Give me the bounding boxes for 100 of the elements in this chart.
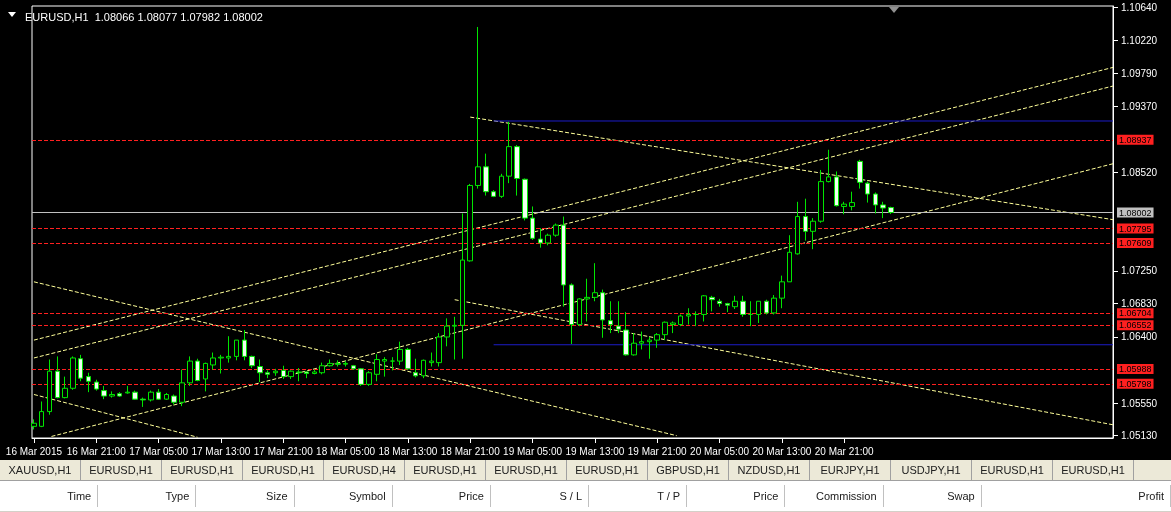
candlestick [132, 390, 138, 401]
candlestick [810, 217, 816, 250]
text: EURUSD,H1 [81, 460, 162, 480]
y-tick-label: 1.06400 [1121, 331, 1158, 343]
candlestick [171, 393, 177, 406]
candlestick [140, 397, 146, 408]
candlestick [553, 223, 559, 238]
candlestick [491, 189, 496, 198]
text: EURUSD,H1 [486, 460, 567, 480]
y-tick-label: 1.05550 [1121, 397, 1158, 409]
candlestick [880, 201, 886, 219]
candlestick [740, 295, 746, 318]
candlestick [47, 359, 52, 416]
candlestick [374, 353, 380, 382]
candlestick [569, 282, 574, 345]
candlestick [296, 367, 302, 382]
y-tick-label: 1.09370 [1121, 100, 1158, 112]
candlestick [725, 302, 730, 313]
candlestick [623, 311, 629, 357]
candlestick [421, 359, 426, 379]
text: Size [196, 485, 295, 507]
text: EURUSD,H1 [405, 460, 486, 480]
candlestick [849, 191, 855, 211]
x-tick-label: 19 Mar 13:00 [565, 445, 625, 457]
candlestick [686, 307, 691, 326]
ref-line-label: 1.08937 [1119, 134, 1152, 145]
text: EURJPY,H1 [810, 460, 891, 480]
candlestick [584, 278, 590, 322]
candlestick [327, 359, 333, 368]
candlestick [390, 356, 395, 371]
candlestick [429, 352, 434, 368]
candlestick [732, 295, 738, 310]
text: Time [0, 485, 99, 507]
candlestick [693, 310, 699, 327]
candlestick [397, 341, 403, 366]
candlestick [55, 355, 60, 399]
x-tick-label: 17 Mar 05:00 [129, 445, 189, 457]
x-tick-label: 19 Mar 05:00 [503, 445, 563, 457]
candlestick [888, 206, 894, 215]
candlestick [545, 233, 551, 246]
candlestick [444, 317, 450, 347]
candlestick [639, 331, 644, 350]
candlestick [616, 300, 621, 334]
text: T / P [589, 485, 688, 507]
x-tick-label: 17 Mar 21:00 [253, 445, 314, 457]
candlestick [210, 352, 216, 371]
ref-line-label: 1.05798 [1119, 378, 1152, 389]
text: EURUSD,H1 [567, 460, 648, 480]
candlestick [600, 289, 605, 339]
text: Profit [981, 485, 1171, 507]
candlestick [748, 300, 753, 327]
y-tick-label: 1.10640 [1121, 2, 1158, 14]
text: EURUSD,H1 [162, 460, 243, 480]
ref-line-label: 1.06552 [1119, 320, 1152, 331]
candlestick [94, 379, 99, 392]
candlestick [787, 234, 792, 283]
candlestick [273, 368, 278, 377]
candlestick [795, 201, 800, 256]
candlestick [179, 369, 185, 407]
candlestick [413, 358, 418, 378]
candlestick [86, 372, 91, 393]
candlestick [460, 212, 465, 360]
candlestick [647, 336, 652, 360]
text: XAUUSD,H1 [0, 460, 81, 480]
x-tick-label: 16 Mar 21:00 [66, 445, 127, 457]
x-tick-label: 18 Mar 21:00 [440, 445, 501, 457]
candlestick [592, 262, 598, 302]
candlestick [39, 400, 44, 428]
candlestick [756, 300, 761, 324]
y-tick-label: 1.08520 [1121, 166, 1158, 178]
candlestick [405, 347, 411, 371]
candlestick [195, 358, 200, 382]
x-tick-label: 18 Mar 13:00 [378, 445, 438, 457]
y-tick-label: 1.05130 [1121, 430, 1158, 442]
candlestick [506, 121, 512, 184]
ref-line-label: 1.07609 [1119, 238, 1152, 249]
candlestick [249, 355, 255, 369]
candlestick [312, 369, 317, 375]
candlestick [678, 313, 683, 327]
candlestick [234, 339, 239, 361]
candlestick [834, 171, 839, 207]
candlestick [62, 376, 68, 399]
candlestick [561, 216, 566, 308]
text: Price [392, 485, 491, 507]
text: NZDUSD,H1 [729, 460, 810, 480]
candlestick [382, 356, 387, 378]
candlestick [187, 355, 193, 387]
ref-line-label: 1.05988 [1119, 364, 1152, 374]
text: Symbol [294, 485, 393, 507]
ref-line-label: 1.06704 [1119, 308, 1152, 319]
candlestick [351, 364, 356, 371]
candlestick [304, 370, 309, 379]
candlestick [343, 360, 348, 368]
text: EURUSD,H4 [324, 460, 405, 480]
y-tick-label: 1.06830 [1121, 298, 1158, 310]
candlestick [483, 153, 489, 197]
candlestick [803, 198, 808, 242]
candlestick [288, 369, 294, 380]
x-tick-label: 20 Mar 13:00 [752, 445, 812, 457]
candlestick [514, 144, 520, 197]
